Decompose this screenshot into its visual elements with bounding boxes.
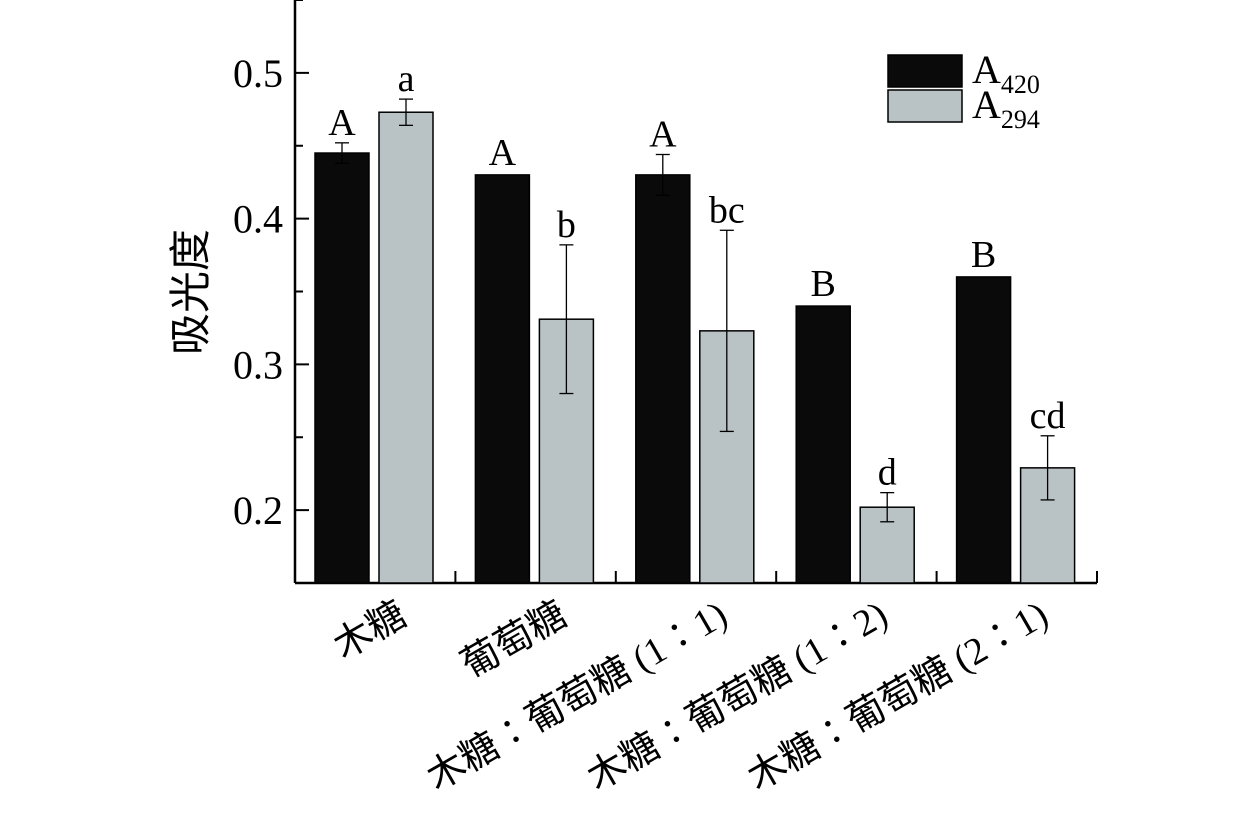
legend-label-main: A [972,47,1001,92]
bar-a420 [474,174,531,584]
bar-a420 [795,305,851,584]
significance-label: A [328,102,356,144]
significance-label: a [398,58,415,100]
x-category-label: 木糖 [327,593,414,667]
significance-label: B [811,263,836,305]
significance-label: d [878,452,897,494]
legend-entry: A420 [972,47,1040,99]
significance-label: A [489,132,517,174]
bar-a294 [378,111,434,584]
x-category-label: 木糖∶葡萄糖 (2∶1) [741,593,1055,799]
y-tick-label: 0.3 [233,342,283,387]
y-axis-label: 吸光度 [169,229,215,355]
bar-a420 [635,174,691,584]
significance-label: b [557,204,576,246]
significance-label: bc [709,189,745,231]
legend-entry: A294 [972,82,1040,134]
y-tick-label: 0.4 [233,197,283,242]
y-tick-label: 0.5 [233,51,283,96]
legend-label-main: A [972,82,1001,127]
legend-label-sub: 294 [1001,105,1040,134]
significance-label: B [971,234,996,276]
x-category-label: 木糖∶葡萄糖 (1∶2) [580,593,894,799]
legend-swatch-a294 [887,89,963,123]
x-category-label: 葡萄糖 [454,593,574,686]
y-tick-label: 0.2 [233,488,283,533]
bar-a420 [314,152,370,584]
significance-label: cd [1030,395,1066,437]
bar-a420 [955,276,1012,584]
legend-swatch-a420 [887,54,963,88]
x-category-label: 木糖∶葡萄糖 (1∶1) [420,593,734,799]
legend-label-sub: 420 [1001,70,1040,99]
significance-label: A [649,113,677,155]
